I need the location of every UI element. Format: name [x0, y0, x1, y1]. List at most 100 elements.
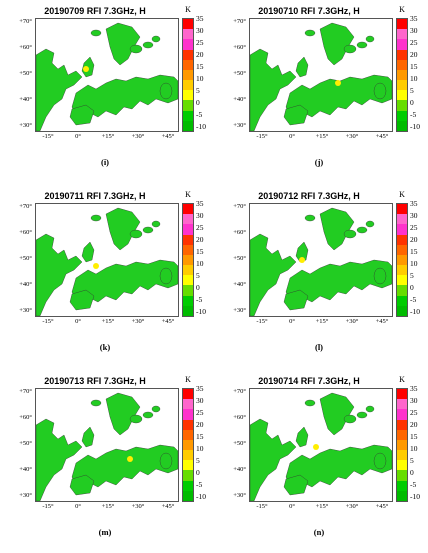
land-area — [319, 392, 355, 436]
land-area — [295, 241, 309, 263]
colorbar-tick-label: -10 — [196, 307, 206, 316]
x-tick-label: 0° — [289, 318, 295, 325]
panel-title: 20190714 RFI 7.3GHz, H — [258, 376, 360, 386]
colorbar-segment — [183, 39, 193, 51]
rfi-map — [249, 388, 393, 502]
colorbar — [396, 203, 408, 317]
land-area — [105, 392, 141, 436]
colorbar-segment — [183, 204, 193, 215]
land-area — [105, 22, 141, 66]
land-area — [69, 104, 95, 126]
x-tick-label: -15° — [42, 503, 54, 510]
colorbar-tick-label: 5 — [410, 86, 414, 95]
colorbar-segment — [397, 39, 407, 51]
y-tick-label: +40° — [233, 466, 246, 473]
colorbar-segment — [183, 490, 193, 502]
colorbar-tick-label: 15 — [410, 62, 418, 71]
x-tick-label: 0° — [289, 503, 295, 510]
colorbar-tick-label: 10 — [196, 444, 204, 453]
x-tick-label: +45° — [375, 503, 389, 510]
colorbar-segment — [397, 490, 407, 502]
colorbar-tick-label: 5 — [410, 271, 414, 280]
colorbar-segment — [183, 470, 193, 482]
island — [343, 44, 357, 54]
land-area — [295, 426, 309, 448]
x-tick-label: -15° — [42, 133, 54, 140]
x-tick-label: +30° — [345, 503, 359, 510]
panel-title: 20190711 RFI 7.3GHz, H — [44, 191, 146, 201]
colorbar-segment — [397, 214, 407, 225]
colorbar-segment — [397, 460, 407, 471]
colorbar-tick-label: 30 — [410, 26, 418, 35]
island — [151, 35, 161, 43]
y-tick-label: +30° — [233, 492, 246, 499]
x-tick-label: 0° — [75, 318, 81, 325]
land-area — [81, 241, 95, 263]
x-tick-label: +15° — [315, 503, 329, 510]
x-tick-label: 0° — [75, 503, 81, 510]
land-area — [250, 48, 297, 131]
colorbar-tick-label: -5 — [410, 295, 417, 304]
panel-title: 20190710 RFI 7.3GHz, H — [258, 6, 360, 16]
colorbar-tick-label: 35 — [410, 199, 418, 208]
y-tick-label: +40° — [233, 281, 246, 288]
colorbar-tick-label: 5 — [196, 86, 200, 95]
colorbar-segment — [397, 275, 407, 286]
rfi-hotspot — [93, 263, 99, 269]
map-panel-k: 20190711 RFI 7.3GHz, H K (k) +70° +60° +50… — [10, 185, 224, 368]
colorbar-segment — [397, 110, 407, 122]
panel-label: (k) — [99, 342, 111, 352]
colorbar-segment — [397, 399, 407, 410]
y-tick-label: +30° — [19, 307, 32, 314]
colorbar-tick-label: 25 — [196, 408, 204, 417]
colorbar-tick-label: 15 — [410, 432, 418, 441]
colorbar-tick-label: 10 — [410, 444, 418, 453]
x-tick-label: +15° — [315, 133, 329, 140]
colorbar-segment — [397, 419, 407, 431]
colorbar-tick-label: 10 — [410, 74, 418, 83]
map-graphic — [250, 207, 392, 316]
y-tick-label: +40° — [19, 96, 32, 103]
y-tick-label: +50° — [19, 70, 32, 77]
colorbar-segment — [183, 110, 193, 122]
rfi-map — [35, 388, 179, 502]
colorbar-unit: K — [185, 375, 191, 384]
colorbar-segment — [397, 69, 407, 81]
colorbar-segment — [183, 265, 193, 276]
colorbar-segment — [183, 90, 193, 101]
island — [142, 411, 154, 419]
colorbar-segment — [397, 204, 407, 215]
colorbar-tick-label: 10 — [410, 259, 418, 268]
rfi-map — [35, 18, 179, 132]
rfi-hotspot — [127, 456, 133, 462]
colorbar-segment — [397, 265, 407, 276]
colorbar-segment — [397, 295, 407, 307]
panel-label: (l) — [314, 342, 324, 352]
x-tick-label: +45° — [375, 133, 389, 140]
y-tick-label: +50° — [233, 255, 246, 262]
colorbar-segment — [183, 305, 193, 317]
island — [365, 220, 375, 228]
island — [90, 29, 102, 37]
colorbar-segment — [397, 389, 407, 400]
colorbar-tick-label: 25 — [196, 223, 204, 232]
colorbar-tick-label: 20 — [196, 235, 204, 244]
island — [343, 414, 357, 424]
colorbar-tick-label: 0 — [410, 98, 414, 107]
colorbar — [396, 18, 408, 132]
colorbar-tick-label: 20 — [410, 50, 418, 59]
colorbar-segment — [183, 29, 193, 40]
colorbar-unit: K — [185, 190, 191, 199]
colorbar-unit: K — [185, 5, 191, 14]
colorbar-segment — [397, 100, 407, 112]
colorbar-segment — [397, 29, 407, 40]
y-tick-label: +70° — [233, 388, 246, 395]
colorbar-segment — [183, 285, 193, 297]
colorbar-segment — [397, 480, 407, 492]
colorbar-tick-label: 25 — [410, 223, 418, 232]
colorbar-segment — [183, 429, 193, 441]
colorbar-tick-label: 30 — [196, 26, 204, 35]
island — [129, 229, 143, 239]
map-graphic — [250, 392, 392, 501]
x-tick-label: +30° — [131, 503, 145, 510]
